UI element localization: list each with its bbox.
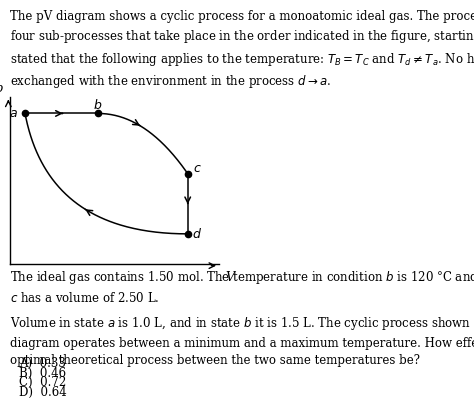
Text: $a$: $a$ [9,107,18,120]
Text: The ideal gas contains 1.50 mol. The temperature in condition $b$ is 120 °C and : The ideal gas contains 1.50 mol. The tem… [10,269,474,305]
Text: D)  0.64: D) 0.64 [19,386,67,399]
Text: Volume in state $a$ is 1.0 L, and in state $b$ it is 1.5 L. The cyclic process s: Volume in state $a$ is 1.0 L, and in sta… [10,315,474,367]
Text: V: V [225,271,234,284]
Text: $b$: $b$ [93,98,103,112]
Text: p: p [0,82,2,95]
Text: The pV diagram shows a cyclic process for a monoatomic ideal gas. The process co: The pV diagram shows a cyclic process fo… [10,10,474,90]
Text: A)  0.33: A) 0.33 [19,357,66,370]
Text: C)  0.72: C) 0.72 [19,376,66,389]
Text: $c$: $c$ [193,162,201,175]
Text: B)  0.46: B) 0.46 [19,367,66,380]
Text: $d$: $d$ [192,227,202,241]
